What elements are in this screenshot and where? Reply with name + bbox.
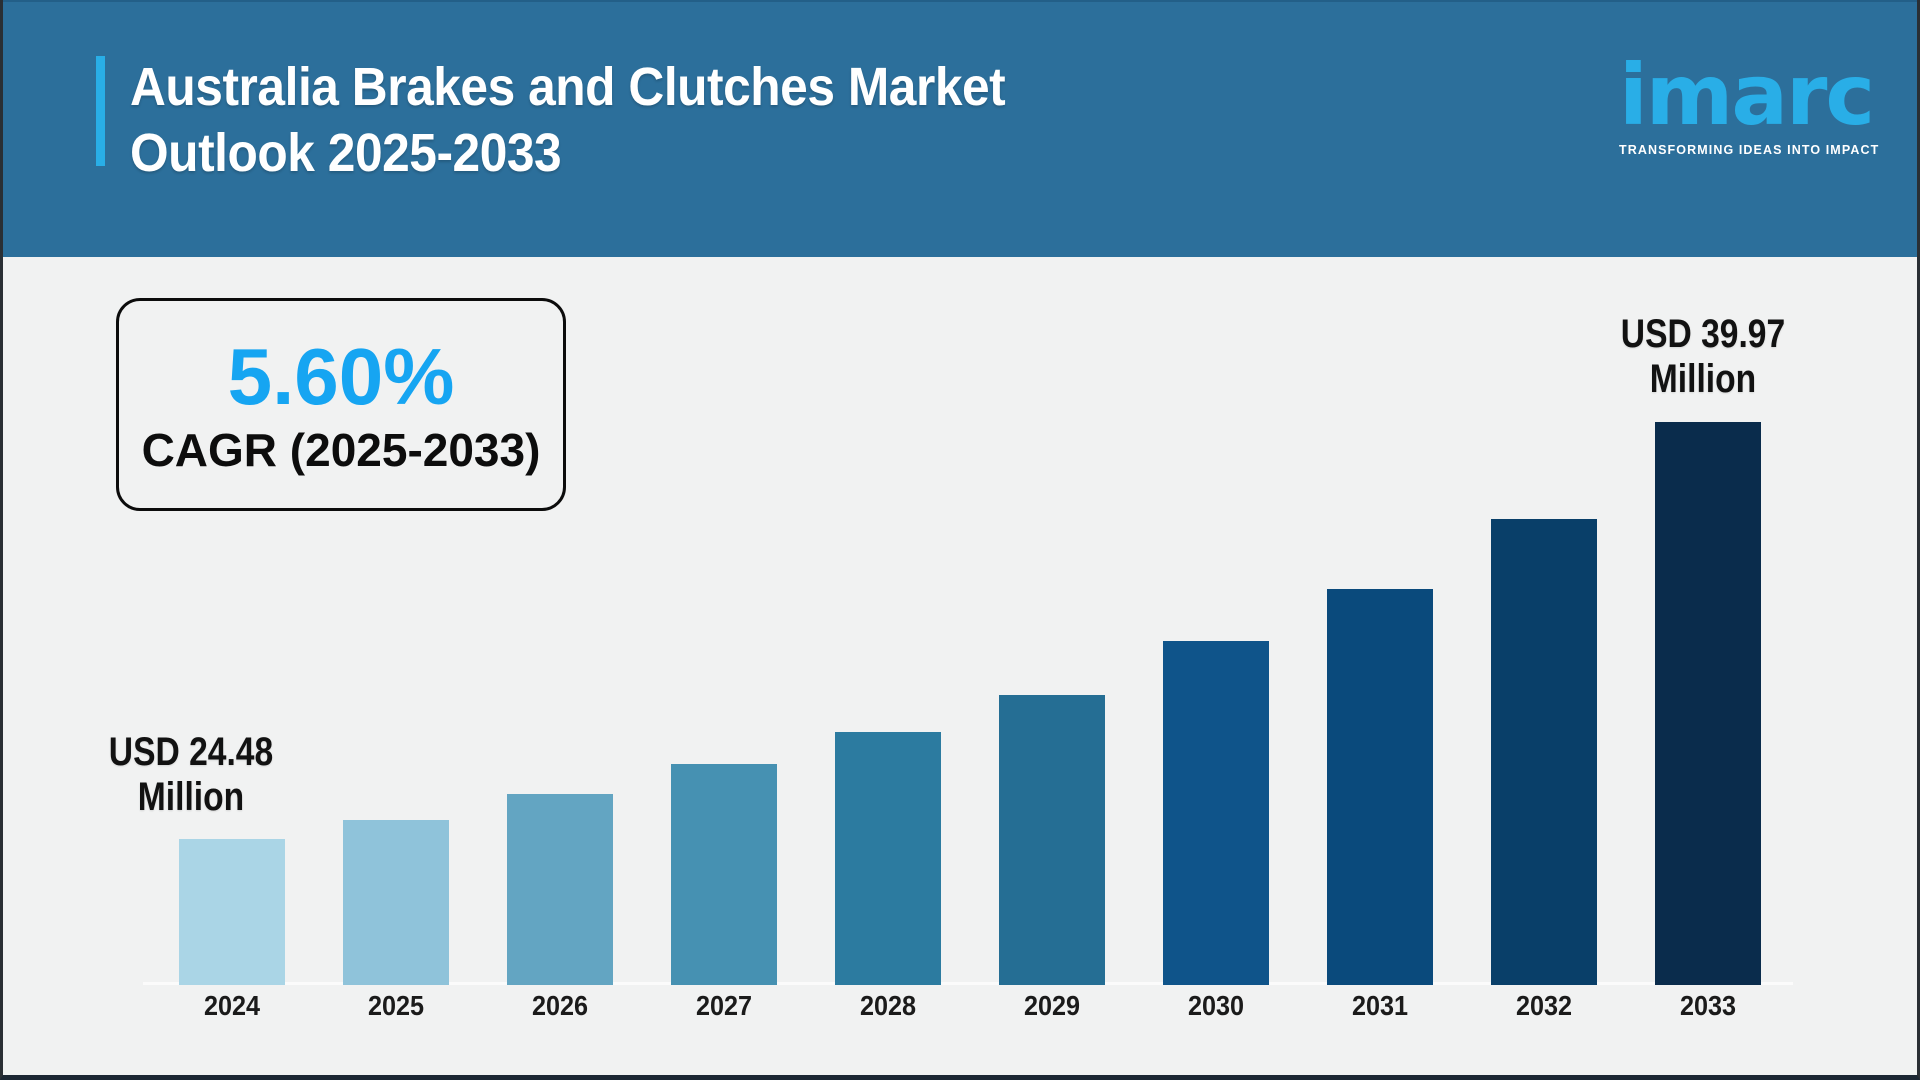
bar-2030 (1163, 641, 1269, 985)
bar-2028 (835, 732, 941, 985)
title-line-2: Outlook 2025-2033 (130, 123, 562, 183)
value-label-2033: USD 39.97 Million (1560, 312, 1846, 402)
bar-2025 (343, 820, 449, 985)
value-label-2024: USD 24.48 Million (48, 730, 334, 820)
bar-label-2029: 2029 (1023, 990, 1081, 1021)
value-label-2033-line1: USD 39.97 (1620, 312, 1786, 356)
bar-2033 (1655, 422, 1761, 985)
title-line-1: Australia Brakes and Clutches Market (130, 57, 1006, 117)
x-axis-line (143, 982, 1793, 985)
page-title: Australia Brakes and Clutches Market Outl… (130, 54, 1006, 186)
cagr-card: 5.60% CAGR (2025-2033) (116, 298, 566, 511)
bar-2027 (671, 764, 777, 985)
bar-label-2030: 2030 (1187, 990, 1245, 1021)
title-accent-bar (96, 56, 105, 166)
cagr-label: CAGR (2025-2033) (141, 423, 541, 476)
bar-label-2024: 2024 (203, 990, 261, 1021)
bar-2029 (999, 695, 1105, 985)
bar-label-2033: 2033 (1679, 990, 1737, 1021)
value-label-2024-line2: Million (137, 775, 245, 819)
header: Australia Brakes and Clutches Market Outl… (3, 0, 1917, 257)
logo-tagline: TRANSFORMING IDEAS INTO IMPACT (1619, 143, 1880, 157)
bar-2031 (1327, 589, 1433, 985)
bar-2032 (1491, 519, 1597, 985)
bar-label-2032: 2032 (1515, 990, 1573, 1021)
bar-2026 (507, 794, 613, 985)
logo-wordmark: imarc (1619, 46, 1875, 144)
value-label-2024-line1: USD 24.48 (108, 730, 274, 774)
imarc-logo: imarc TRANSFORMING IDEAS INTO IMPACT (1619, 52, 1879, 157)
cagr-value: 5.60% (227, 331, 455, 421)
bar-chart: 2024 2025 2026 2027 2028 2029 2030 2031 2032 2033… (3, 0, 1917, 1075)
bar-label-2026: 2026 (531, 990, 589, 1021)
bar-label-2028: 2028 (859, 990, 917, 1021)
bar-2024 (179, 839, 285, 985)
bar-label-2025: 2025 (367, 990, 425, 1021)
value-label-2033-line2: Million (1649, 357, 1757, 401)
bar-label-2027: 2027 (695, 990, 753, 1021)
bar-label-2031: 2031 (1351, 990, 1409, 1021)
